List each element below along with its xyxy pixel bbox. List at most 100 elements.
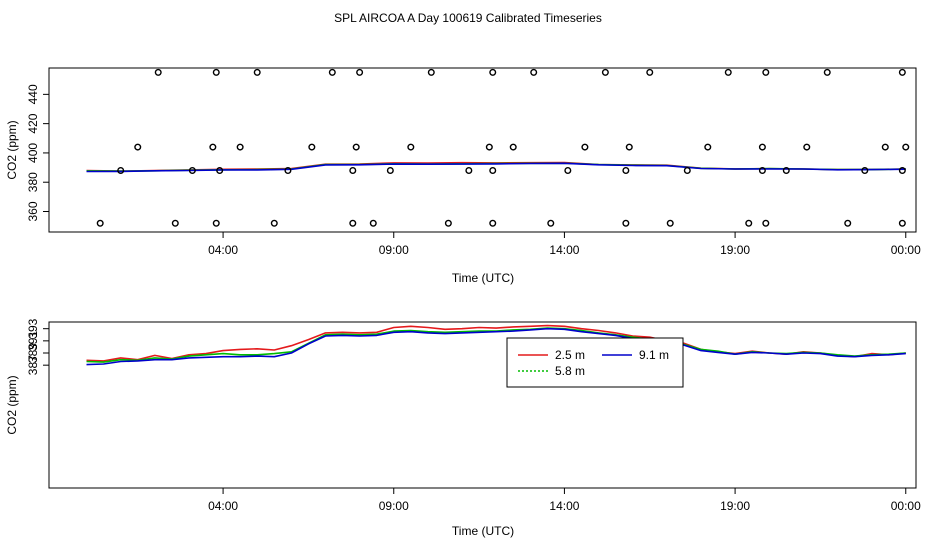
bottom-y-tick-label-1: 389 xyxy=(26,343,40,363)
top-scatter-point-4 xyxy=(171,219,179,227)
top-scatter-point-1 xyxy=(117,166,125,174)
bottom-plot-marks xyxy=(86,324,906,366)
top-scatter-point-18 xyxy=(352,143,360,151)
top-scatter-point-30 xyxy=(509,143,517,151)
top-scatter-point-32 xyxy=(547,219,555,227)
top-scatter-point-41 xyxy=(683,166,691,174)
bottom-x-tick-label-2: 14:00 xyxy=(549,499,579,513)
top-scatter-point-12 xyxy=(270,219,278,227)
top-scatter-point-37 xyxy=(622,166,630,174)
top-scatter-point-34 xyxy=(581,143,589,151)
top-x-axis: 04:00 09:00 14:00 19:00 00:00 xyxy=(208,232,921,257)
top-scatter-point-3 xyxy=(154,68,162,76)
bottom-y-tick-label-2: 391 xyxy=(26,331,40,351)
bottom-plot-frame xyxy=(48,321,917,489)
top-plot-marks xyxy=(86,68,910,227)
top-scatter-point-31 xyxy=(530,68,538,76)
top-panel: 04:00 09:00 14:00 19:00 00:00 360 380 400 420 44… xyxy=(5,67,921,285)
top-plot-frame xyxy=(48,67,917,233)
top-y-axis-label: CO2 (ppm) xyxy=(5,120,19,179)
top-scatter-point-13 xyxy=(284,166,292,174)
top-scatter-point-14 xyxy=(308,143,316,151)
top-scatter-point-47 xyxy=(762,68,770,76)
top-scatter-point-39 xyxy=(646,68,654,76)
legend-label-9-1m: 9.1 m xyxy=(639,348,669,362)
top-scatter-point-45 xyxy=(758,166,766,174)
top-scatter-point-0 xyxy=(96,219,104,227)
top-x-tick-label-4: 00:00 xyxy=(891,243,921,257)
bottom-y-axis-label: CO2 (ppm) xyxy=(5,375,19,434)
top-scatter-point-9 xyxy=(216,166,224,174)
top-scatter-point-51 xyxy=(823,68,831,76)
top-scatter-point-15 xyxy=(328,68,336,76)
top-scatter-point-56 xyxy=(898,219,906,227)
top-scatter-point-8 xyxy=(212,219,220,227)
top-scatter-point-16 xyxy=(349,219,357,227)
bottom-y-tick-label-0: 387 xyxy=(26,355,40,375)
top-scatter-point-20 xyxy=(369,219,377,227)
top-scatter-point-19 xyxy=(356,68,364,76)
top-scatter-point-27 xyxy=(489,68,497,76)
top-scatter-point-49 xyxy=(782,166,790,174)
top-scatter-point-7 xyxy=(212,68,220,76)
top-scatter-point-28 xyxy=(489,219,497,227)
top-x-tick-label-2: 14:00 xyxy=(549,243,579,257)
top-scatter-point-35 xyxy=(601,68,609,76)
top-scatter-point-11 xyxy=(253,68,261,76)
top-scatter-point-43 xyxy=(724,68,732,76)
top-scatter-point-54 xyxy=(881,143,889,151)
bottom-x-tick-label-3: 19:00 xyxy=(720,499,750,513)
top-scatter-point-29 xyxy=(489,166,497,174)
bottom-x-tick-label-1: 09:00 xyxy=(379,499,409,513)
top-scatter-point-58 xyxy=(902,143,910,151)
top-scatter-point-33 xyxy=(564,166,572,174)
bottom-series-line-9-1-m xyxy=(86,327,906,366)
top-scatter-point-25 xyxy=(465,166,473,174)
top-y-tick-label-0: 360 xyxy=(26,201,40,221)
top-scatter-point-55 xyxy=(898,68,906,76)
top-x-tick-label-3: 19:00 xyxy=(720,243,750,257)
top-scatter-point-17 xyxy=(349,166,357,174)
top-scatter-point-10 xyxy=(236,143,244,151)
top-scatter-point-26 xyxy=(485,143,493,151)
top-y-tick-label-2: 400 xyxy=(26,143,40,163)
bottom-x-axis: 04:00 09:00 14:00 19:00 00:00 xyxy=(208,488,921,513)
top-scatter-point-5 xyxy=(188,166,196,174)
top-x-tick-label-0: 04:00 xyxy=(208,243,238,257)
top-scatter-point-24 xyxy=(444,219,452,227)
top-y-tick-label-4: 440 xyxy=(26,84,40,104)
top-scatter-point-23 xyxy=(427,68,435,76)
top-y-tick-label-1: 380 xyxy=(26,172,40,192)
top-scatter-point-6 xyxy=(209,143,217,151)
top-scatter-point-50 xyxy=(803,143,811,151)
top-scatter-point-42 xyxy=(704,143,712,151)
top-scatter-point-44 xyxy=(745,219,753,227)
top-scatter-point-40 xyxy=(666,219,674,227)
top-scatter-point-22 xyxy=(407,143,415,151)
bottom-y-tick-label-3: 393 xyxy=(26,318,40,338)
top-x-axis-label: Time (UTC) xyxy=(452,271,514,285)
top-y-axis: 360 380 400 420 440 xyxy=(26,84,49,222)
legend-box xyxy=(506,337,684,388)
legend-label-5-8m: 5.8 m xyxy=(555,364,585,378)
top-x-tick-label-1: 09:00 xyxy=(379,243,409,257)
bottom-x-tick-label-0: 04:00 xyxy=(208,499,238,513)
top-scatter-point-36 xyxy=(622,219,630,227)
bottom-x-axis-label: Time (UTC) xyxy=(452,524,514,538)
top-scatter-point-21 xyxy=(386,166,394,174)
top-scatter-point-57 xyxy=(898,166,906,174)
chart-title: SPL AIRCOA A Day 100619 Calibrated Times… xyxy=(334,11,602,25)
top-scatter-point-52 xyxy=(844,219,852,227)
top-scatter-point-53 xyxy=(861,166,869,174)
top-scatter-point-38 xyxy=(625,143,633,151)
top-scatter-point-46 xyxy=(758,143,766,151)
legend-label-2-5m: 2.5 m xyxy=(555,348,585,362)
top-y-tick-label-3: 420 xyxy=(26,113,40,133)
legend: 2.5 m 9.1 m 5.8 m xyxy=(506,337,684,388)
top-scatter-point-48 xyxy=(762,219,770,227)
bottom-x-tick-label-4: 00:00 xyxy=(891,499,921,513)
top-scatter-point-2 xyxy=(134,143,142,151)
